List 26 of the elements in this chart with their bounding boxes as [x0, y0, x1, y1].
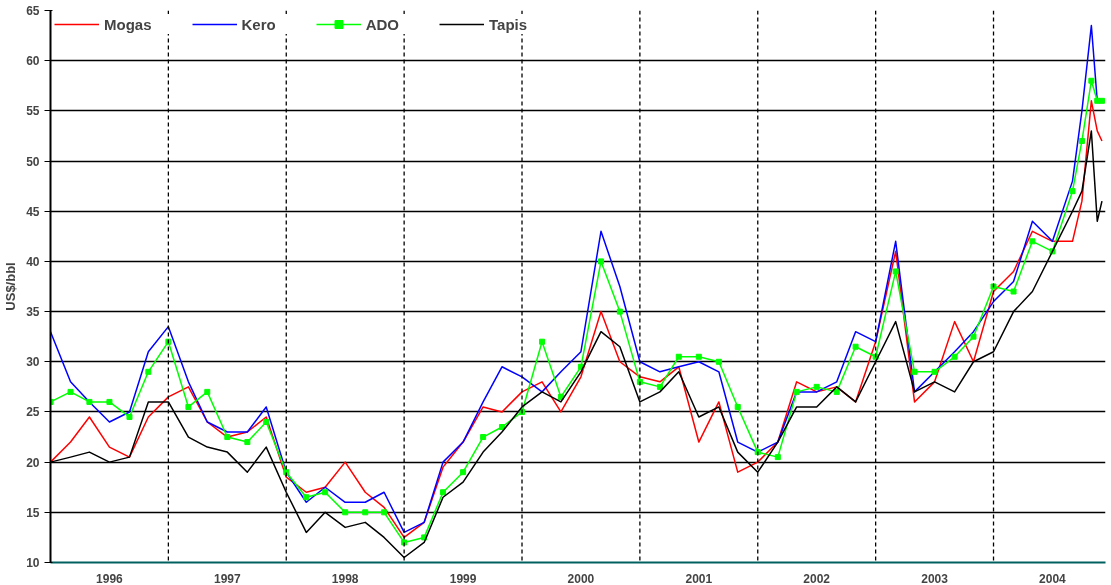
x-tick-label: 1996	[96, 571, 124, 585]
legend-label: ADO	[365, 15, 400, 33]
y-tick-label: 65	[26, 4, 40, 18]
x-tick-label: 2004	[1039, 571, 1067, 585]
y-axis-title: US$/bbl	[3, 262, 19, 311]
legend-label: Tapis	[489, 15, 528, 33]
x-tick-label: 1999	[449, 571, 477, 585]
x-tick-label: 2000	[567, 571, 595, 585]
legend-label: Kero	[241, 15, 276, 33]
x-tick-label: 1997	[213, 571, 241, 585]
y-tick-label: 35	[26, 305, 40, 320]
y-tick-label: 15	[26, 505, 40, 520]
y-tick-label: 50	[26, 154, 40, 169]
y-tick-label: 40	[26, 254, 40, 269]
y-tick-label: 30	[26, 355, 40, 370]
x-tick-label: 2001	[685, 571, 713, 585]
x-tick-label: 2002	[803, 571, 831, 585]
y-tick-label: 60	[26, 54, 40, 69]
y-tick-label: 45	[26, 204, 40, 219]
x-tick-label: 1998	[331, 571, 359, 585]
y-tick-label: 10	[26, 556, 40, 570]
x-tick-label: 2003	[921, 571, 949, 585]
y-tick-label: 55	[26, 104, 40, 119]
legend-label: Mogas	[104, 15, 152, 33]
y-tick-label: 20	[26, 455, 40, 470]
y-tick-label: 25	[26, 405, 40, 420]
